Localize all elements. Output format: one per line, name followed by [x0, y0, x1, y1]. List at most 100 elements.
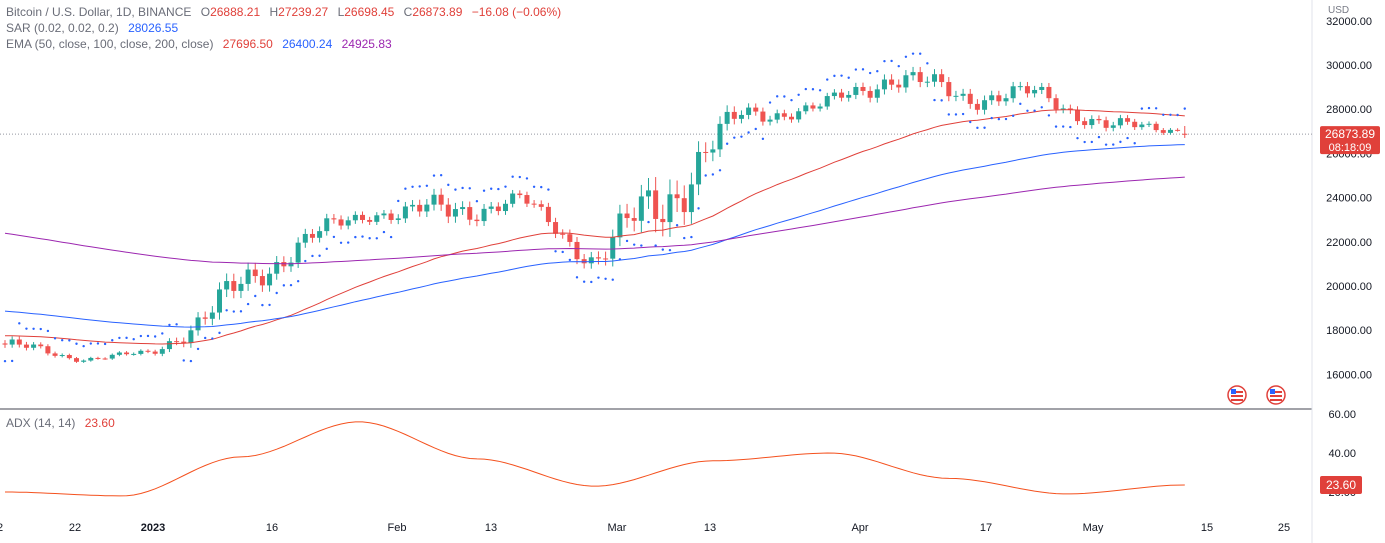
candle-body [774, 113, 780, 120]
price-tick-label: 24000.00 [1326, 193, 1372, 205]
ema200-value: 24925.83 [341, 37, 392, 51]
sar-dot [1104, 143, 1108, 146]
sar-dot [890, 59, 893, 63]
sar-dot [375, 237, 378, 240]
candle-body [1175, 129, 1181, 131]
flag-canton [1231, 389, 1236, 394]
candle-body [503, 203, 508, 212]
sar-dot [82, 344, 85, 348]
sar-dot [747, 131, 750, 134]
sar-dot [1047, 114, 1051, 117]
price-tick-label: 30000.00 [1326, 60, 1372, 72]
low-value: 26698.45 [344, 5, 395, 19]
ema50-line [5, 109, 1185, 345]
candle-body [131, 353, 137, 355]
sar-dot [983, 126, 986, 129]
time-tick-label: 17 [980, 522, 992, 534]
sar-dot [1162, 113, 1165, 116]
candle-body [846, 94, 852, 98]
sar-dot [1062, 125, 1065, 128]
candle-body [545, 206, 551, 223]
change-value: −16.08 (−0.06%) [471, 5, 562, 19]
candle-body [374, 215, 380, 222]
sar-legend[interactable]: SAR (0.02, 0.02, 0.2) 28026.55 [6, 21, 178, 35]
candle-body [338, 219, 344, 226]
candle-body [324, 218, 330, 232]
sar-dot [554, 250, 557, 253]
sar-dot [168, 323, 171, 327]
adx-label: ADX (14, 14) [6, 416, 76, 430]
flag-canton [1270, 389, 1275, 394]
sar-dot [146, 334, 150, 338]
sar-dot [475, 200, 479, 203]
sar-dot [1176, 113, 1179, 117]
sar-dot [590, 280, 593, 284]
sar-dot [790, 98, 793, 102]
candle-body [267, 273, 273, 286]
candle-body [803, 105, 809, 112]
candle-body [1146, 123, 1152, 125]
sar-dot [690, 235, 693, 239]
sar-dot [389, 235, 393, 239]
candle-body [2, 343, 8, 345]
sar-dot [3, 359, 7, 363]
candle-body [738, 114, 744, 119]
sar-dot [711, 173, 715, 176]
sar-dot [733, 136, 736, 139]
candle-body [824, 96, 830, 107]
time-tick-label: May [1083, 522, 1104, 534]
sar-dot [611, 278, 614, 281]
candle-body [217, 289, 222, 313]
candle-body [145, 350, 151, 352]
sar-dot [518, 175, 521, 179]
sar-dot [961, 112, 965, 116]
sar-dot [840, 74, 843, 77]
candle-body [481, 208, 487, 222]
sar-dot [883, 59, 886, 63]
candle-body [1139, 124, 1145, 128]
candle-body [624, 213, 630, 219]
sar-dot [811, 88, 815, 91]
sar-dot [1026, 109, 1029, 112]
adx-legend[interactable]: ADX (14, 14) 23.60 [6, 416, 115, 430]
sar-dot [668, 248, 672, 252]
candle-body [574, 241, 580, 260]
candle-body [1153, 123, 1159, 131]
sar-dot [418, 185, 421, 188]
candle-body [74, 358, 79, 362]
sar-dot [218, 331, 221, 335]
last-price-badge [1320, 126, 1380, 155]
candle-body [1024, 86, 1030, 94]
ema100-line [4, 144, 1185, 328]
candle-body [360, 214, 365, 220]
sar-dot [818, 89, 822, 92]
sar-dot [397, 199, 400, 203]
candle-body [209, 312, 215, 319]
candle-body [238, 283, 244, 291]
candle-body [588, 257, 594, 264]
sar-dot [225, 309, 228, 312]
ema-legend[interactable]: EMA (50, close, 100, close, 200, close) … [6, 37, 392, 51]
sar-dot [582, 280, 586, 283]
sar-dot [926, 62, 929, 65]
sar-dot [854, 68, 858, 71]
candle-body [839, 92, 845, 98]
candle-body [753, 107, 759, 112]
candle-body [681, 198, 687, 213]
candle-body [1060, 108, 1066, 110]
candle-body [488, 206, 494, 209]
candle-body [417, 204, 423, 212]
candle-body [345, 220, 351, 226]
candle-body [896, 84, 902, 88]
close-label: C [403, 5, 413, 19]
open-value: 26888.21 [210, 5, 261, 19]
sar-dot [1154, 107, 1158, 110]
sar-dot [597, 276, 600, 279]
price-tick-label: 20000.00 [1326, 281, 1372, 293]
sar-dot [675, 224, 679, 227]
candle-body [817, 106, 823, 109]
sar-dot [847, 76, 850, 79]
adx-badge [1320, 475, 1362, 494]
candle-body [166, 341, 172, 350]
